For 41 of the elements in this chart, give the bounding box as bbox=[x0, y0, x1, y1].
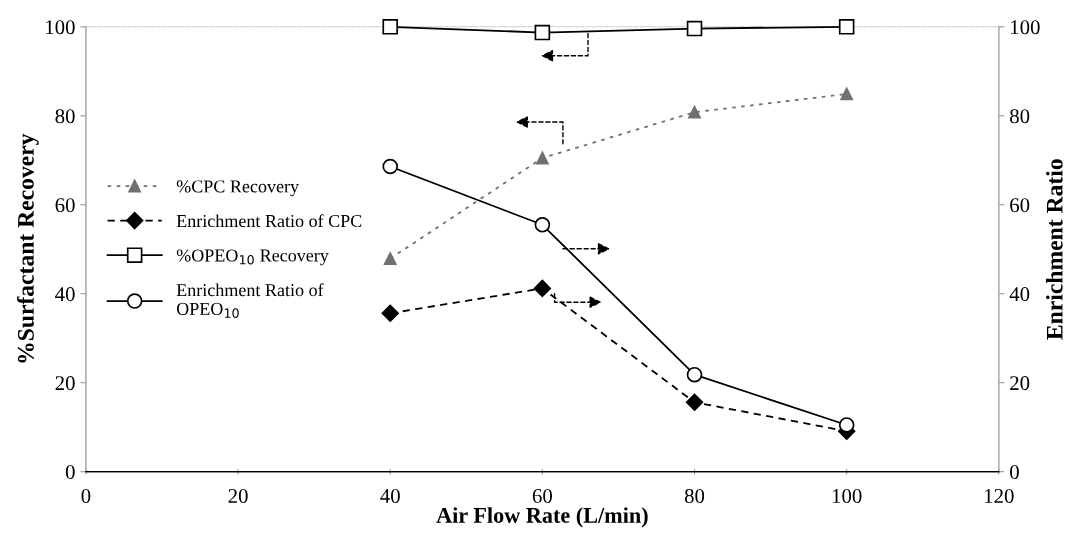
y-tick-label: 100 bbox=[46, 20, 75, 35]
point bbox=[840, 87, 854, 101]
point bbox=[383, 252, 397, 265]
legend-label: %CPC Recovery bbox=[176, 180, 299, 197]
y-axis-title: %Surfactant Recovery bbox=[16, 133, 39, 363]
y2-tick-label: 60 bbox=[1010, 198, 1030, 213]
point bbox=[382, 19, 398, 35]
legend-label: %OPEO$_{10}$ Recovery bbox=[176, 249, 329, 266]
point bbox=[382, 158, 398, 175]
y2-tick-label: 40 bbox=[1009, 287, 1030, 302]
point bbox=[838, 19, 855, 35]
point bbox=[688, 105, 701, 119]
point bbox=[535, 151, 549, 165]
point bbox=[534, 216, 551, 233]
y-tick-label: 20 bbox=[55, 376, 75, 391]
point bbox=[533, 279, 552, 298]
y2-axis-title: Enrichment Ratio bbox=[1046, 159, 1063, 340]
x-tick-label: 60 bbox=[532, 488, 552, 504]
y-tick-label: 80 bbox=[55, 109, 75, 124]
x-tick-label: 40 bbox=[380, 488, 400, 504]
point bbox=[838, 417, 855, 433]
legend-label: Enrichment Ratio of OPEO$_{10}$ bbox=[176, 283, 324, 318]
point bbox=[685, 393, 704, 411]
x-tick-label: 100 bbox=[832, 488, 862, 504]
point bbox=[686, 366, 703, 383]
x-tick-label: 120 bbox=[985, 488, 1014, 504]
x-tick-label: 0 bbox=[81, 488, 91, 504]
point bbox=[686, 20, 703, 37]
y2-tick-label: 80 bbox=[1010, 109, 1030, 124]
x-tick-label: 20 bbox=[228, 488, 248, 504]
y2-tick-label: 0 bbox=[1010, 465, 1019, 480]
y2-tick-label: 20 bbox=[1010, 376, 1030, 391]
y-tick-label: 40 bbox=[55, 287, 75, 302]
y-tick-label: 0 bbox=[65, 465, 75, 480]
x-axis-title: Air Flow Rate (L/min) bbox=[436, 507, 648, 528]
y2-tick-label: 100 bbox=[1011, 20, 1040, 35]
y-tick-label: 60 bbox=[55, 198, 75, 213]
point bbox=[381, 304, 399, 322]
x-tick-label: 80 bbox=[684, 488, 705, 504]
point bbox=[534, 24, 551, 41]
legend-label: Enrichment Ratio of CPC bbox=[176, 214, 362, 228]
